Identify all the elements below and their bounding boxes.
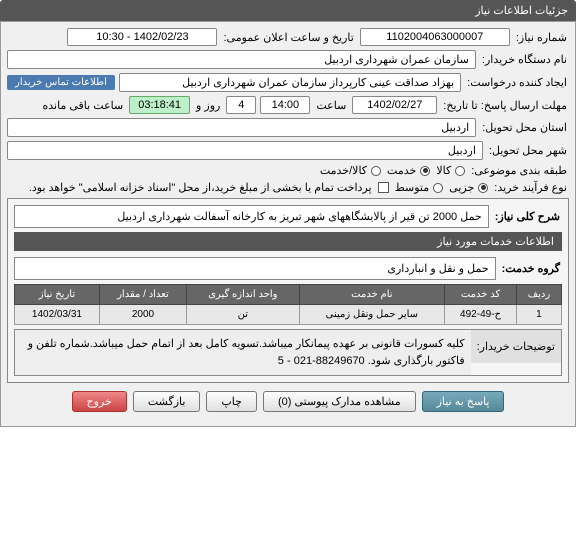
buyer-notes-label: توضیحات خریدار: bbox=[471, 330, 561, 363]
province-field: اردبیل bbox=[7, 118, 476, 137]
need-no-field: 1102004063000007 bbox=[360, 28, 510, 46]
radio-motavaset-label: متوسط bbox=[393, 181, 432, 194]
need-no-label: شماره نیاز: bbox=[514, 31, 569, 44]
radio-motavaset[interactable]: متوسط bbox=[393, 181, 444, 194]
services-header: اطلاعات خدمات مورد نیاز bbox=[14, 232, 562, 251]
cell-code: ح-49-492 bbox=[445, 305, 517, 325]
radio-kala-khadamat-label: کالا/خدمت bbox=[318, 164, 369, 177]
table-row: 1 ح-49-492 سایر حمل ونقل زمینی تن 2000 1… bbox=[15, 305, 562, 325]
creator-label: ایجاد کننده درخواست: bbox=[465, 76, 569, 89]
creator-field: بهزاد صداقت عینی کارپرداز سازمان عمران ش… bbox=[119, 73, 461, 92]
radio-khadamat-label: خدمت bbox=[385, 164, 418, 177]
respond-button[interactable]: پاسخ به نیاز bbox=[422, 391, 505, 412]
col-date: تاریخ نیاز bbox=[15, 285, 100, 305]
days-field: 4 bbox=[226, 96, 256, 114]
exit-button[interactable]: خروج bbox=[72, 391, 127, 412]
radio-dot-icon bbox=[455, 166, 465, 176]
payment-note-label: پرداخت تمام یا بخشی از مبلغ خرید،از محل … bbox=[27, 181, 374, 194]
attachments-button[interactable]: مشاهده مدارک پیوستی (0) bbox=[263, 391, 416, 412]
buyer-notes-text: کلیه کسورات قانونی بر عهده پیمانکار میبا… bbox=[15, 330, 471, 375]
cell-unit: تن bbox=[187, 305, 300, 325]
radio-khadamat[interactable]: خدمت bbox=[385, 164, 430, 177]
desc-panel: شرح کلی نیاز: حمل 2000 تن قیر از پالایشگ… bbox=[7, 198, 569, 383]
city-field: اردبیل bbox=[7, 141, 483, 160]
radio-dot-icon bbox=[420, 166, 430, 176]
buyer-org-label: نام دستگاه خریدار: bbox=[480, 53, 569, 66]
subject-radio-group: کالا خدمت کالا/خدمت bbox=[318, 164, 465, 177]
province-label: استان محل تحویل: bbox=[480, 121, 569, 134]
back-button[interactable]: بازگشت bbox=[133, 391, 201, 412]
days-label: روز و bbox=[194, 99, 222, 112]
timer-field: 03:18:41 bbox=[129, 96, 190, 114]
cell-row: 1 bbox=[516, 305, 561, 325]
process-type-label: نوع فرآیند خرید: bbox=[492, 181, 569, 194]
process-radio-group: جزیی متوسط bbox=[393, 181, 489, 194]
col-code: کد خدمت bbox=[445, 285, 517, 305]
radio-kala-khadamat[interactable]: کالا/خدمت bbox=[318, 164, 381, 177]
contact-info-button[interactable]: اطلاعات تماس خریدار bbox=[7, 75, 115, 90]
col-name: نام خدمت bbox=[299, 285, 445, 305]
radio-dot-icon bbox=[433, 183, 443, 193]
subject-group-label: طبقه بندی موضوعی: bbox=[469, 164, 569, 177]
city-label: شهر محل تحویل: bbox=[487, 144, 569, 157]
cell-qty: 2000 bbox=[99, 305, 186, 325]
footer-buttons: پاسخ به نیاز مشاهده مدارک پیوستی (0) چاپ… bbox=[7, 383, 569, 420]
buyer-notes-panel: توضیحات خریدار: کلیه کسورات قانونی بر عه… bbox=[14, 329, 562, 376]
desc-title-field: حمل 2000 تن قیر از پالایشگاههای شهر تبری… bbox=[14, 205, 489, 228]
radio-dot-icon bbox=[478, 183, 488, 193]
service-group-field: حمل و نقل و انبارداری bbox=[14, 257, 496, 280]
desc-title-label: شرح کلی نیاز: bbox=[493, 210, 562, 223]
pub-datetime-field: 1402/02/23 - 10:30 bbox=[67, 28, 217, 46]
time-label-1: ساعت bbox=[314, 99, 348, 112]
deadline-time-field: 14:00 bbox=[260, 96, 310, 114]
col-row: ردیف bbox=[516, 285, 561, 305]
radio-kala[interactable]: کالا bbox=[434, 164, 465, 177]
radio-kala-label: کالا bbox=[434, 164, 453, 177]
col-qty: تعداد / مقدار bbox=[99, 285, 186, 305]
main-panel: شماره نیاز: 1102004063000007 تاریخ و ساع… bbox=[0, 21, 576, 427]
cell-name: سایر حمل ونقل زمینی bbox=[299, 305, 445, 325]
radio-jozi[interactable]: جزیی bbox=[447, 181, 488, 194]
buyer-org-field: سازمان عمران شهرداری اردبیل bbox=[7, 50, 476, 69]
print-button[interactable]: چاپ bbox=[206, 391, 257, 412]
radio-jozi-label: جزیی bbox=[447, 181, 476, 194]
panel-header: جزئیات اطلاعات نیاز bbox=[0, 0, 576, 21]
col-unit: واحد اندازه گیری bbox=[187, 285, 300, 305]
payment-checkbox[interactable] bbox=[378, 182, 389, 193]
services-table: ردیف کد خدمت نام خدمت واحد اندازه گیری ت… bbox=[14, 284, 562, 325]
service-group-label: گروه خدمت: bbox=[500, 262, 562, 275]
remaining-label: ساعت باقی مانده bbox=[40, 99, 125, 112]
pub-datetime-label: تاریخ و ساعت اعلان عمومی: bbox=[221, 31, 355, 44]
cell-date: 1402/03/31 bbox=[15, 305, 100, 325]
deadline-date-field: 1402/02/27 bbox=[352, 96, 437, 114]
table-header-row: ردیف کد خدمت نام خدمت واحد اندازه گیری ت… bbox=[15, 285, 562, 305]
deadline-label: مهلت ارسال پاسخ: تا تاریخ: bbox=[441, 99, 569, 112]
radio-dot-icon bbox=[371, 166, 381, 176]
